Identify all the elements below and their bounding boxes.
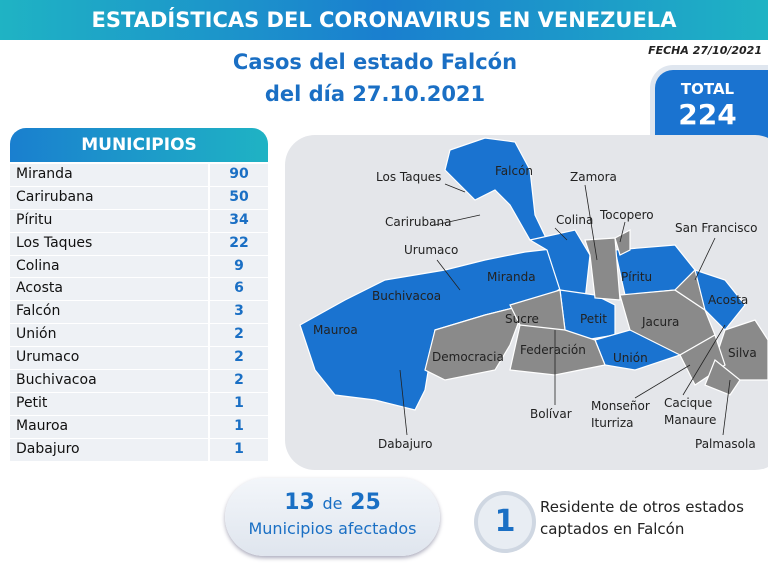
case-count: 9 [208,255,268,278]
municipality-label: Unión [613,351,648,365]
municipality-label: Palmasola [695,437,756,451]
municipality: Petit [16,394,48,411]
municipality: Dabajuro [16,440,80,457]
banner-title: ESTADÍSTICAS DEL CORONAVIRUS EN VENEZUEL… [0,0,768,40]
total-value: 224 [678,98,737,131]
municipality-label: Federación [520,343,586,357]
municipality-label: Falcón [495,164,533,178]
residents-line: Residente de otros estados [540,498,744,516]
municipality-label: Dabajuro [378,437,433,451]
municipality: Urumaco [16,349,80,366]
case-count: 50 [208,186,268,209]
municipality-label: Miranda [487,270,536,284]
municipality-label: Urumaco [404,243,458,257]
municipality: Carirubana [16,188,94,205]
case-count: 1 [208,392,268,415]
table-row: Colina 9 [10,255,268,279]
municipality-label: Buchivacoa [372,289,441,303]
case-count: 90 [208,164,268,186]
table-row: Mauroa 1 [10,415,268,439]
table: Miranda 90 Carirubana 50 Píritu 34 Los Taques 2… [10,164,268,462]
municipality-label: Silva [728,346,757,360]
map-labels: Los Taques Falcón Zamora Carirubana Colina To… [313,164,757,451]
municipality-label: Democracia [432,350,504,364]
table-row: Carirubana 50 [10,186,268,210]
municipality: Los Taques [16,234,93,251]
date: FECHA 27/10/2021 [648,44,762,57]
municipality-label: Petit [580,312,607,326]
residents-count: 1 [478,495,532,549]
case-count: 2 [208,324,268,347]
connector: de [322,494,343,513]
municipality-label: Sucre [505,312,539,326]
municipality: Buchivacoa [16,372,97,389]
table-row: Píritu 34 [10,209,268,233]
municipality-label: Zamora [570,170,617,184]
municipality-label: Jacura [641,315,679,329]
table-row: Unión 2 [10,324,268,348]
municipality: Miranda [16,166,73,182]
table-row: Falcón 3 [10,301,268,325]
table-row: Miranda 90 [10,164,268,187]
affected-box: 13 de 25 Municipios afectados [225,478,440,556]
municipality-label: Carirubana [385,215,451,229]
residents-text: Residente de otros estados captados en F… [540,496,744,540]
table-row: Buchivacoa 2 [10,370,268,393]
case-count: 2 [208,347,268,370]
municipality: Unión [16,326,57,343]
subtitle: del día 27.10.2021 [264,82,486,106]
total-label: TOTAL [680,80,735,98]
municipality-label: Bolívar [530,407,572,421]
municipality: Colina [16,257,60,274]
municipality-label: San Francisco [675,221,757,235]
municipality-label: Cacique Manaure [664,396,716,427]
affected-caption: Municipios afectados [248,519,417,538]
leader-lines [399,183,731,436]
affected-count: 13 [284,490,315,515]
table-row: Los Taques 22 [10,232,268,256]
municipality: Mauroa [16,417,69,434]
municipality-label: Los Taques [376,170,441,184]
municipality-label: Mauroa [313,323,358,337]
case-count: 22 [208,232,268,255]
subtitle: Casos del estado Falcón [232,50,518,74]
municipality-label: Acosta [708,293,748,307]
table-row: Urumaco 2 [10,347,268,371]
residents-line: captados en Falcón [540,520,685,538]
case-count: 6 [208,278,268,301]
map-shapes [299,137,768,411]
table-header: MUNICIPIOS [10,128,268,162]
table-row: Acosta 6 [10,278,268,302]
municipality-label: Monseñor Iturriza [591,399,650,430]
municipality-label: Píritu [621,270,652,284]
case-count: 1 [208,415,268,438]
municipality-label: Tocopero [599,208,654,222]
map: Los Taques Falcón Zamora Carirubana Colina To… [285,135,768,470]
table-row: Petit 1 [10,392,268,416]
municipality-label: Colina [556,213,593,227]
table-row: Dabajuro 1 [10,438,268,462]
municipality: Falcón [16,303,61,320]
total-municipalities: 25 [350,490,381,515]
municipality: Píritu [16,211,53,228]
case-count: 34 [208,209,268,232]
case-count: 1 [208,438,268,461]
municipality: Acosta [16,280,63,297]
case-count: 2 [208,370,268,392]
case-count: 3 [208,301,268,324]
